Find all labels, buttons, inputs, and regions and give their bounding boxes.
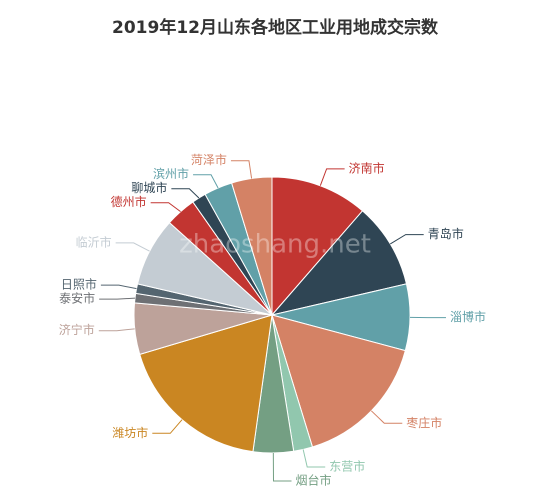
watermark: zhaoshang.net: [179, 230, 371, 260]
slice-label: 济南市: [349, 160, 385, 175]
slice-label: 德州市: [111, 194, 147, 209]
label-line: [193, 175, 218, 188]
slice-label: 泰安市: [59, 291, 95, 306]
label-line: [152, 420, 182, 434]
label-line: [371, 411, 402, 423]
label-line: [116, 243, 150, 251]
slice-label: 东营市: [329, 458, 365, 473]
label-line: [273, 453, 291, 481]
label-line: [151, 203, 181, 212]
label-line: [99, 329, 135, 331]
slice-label: 烟台市: [295, 472, 331, 487]
label-line: [99, 298, 135, 299]
label-line: [303, 449, 325, 467]
slice-label: 菏泽市: [191, 152, 227, 167]
slice-label: 枣庄市: [406, 415, 442, 430]
slice-label: 青岛市: [428, 226, 464, 241]
slice-label: 日照市: [61, 277, 97, 292]
slice-label: 临沂市: [76, 234, 112, 249]
label-line: [320, 169, 344, 186]
label-line: [231, 161, 252, 179]
chart-title: 2019年12月山东各地区工业用地成交宗数: [112, 17, 439, 38]
slice-label: 潍坊市: [112, 425, 148, 440]
slice-label: 聊城市: [131, 180, 167, 195]
slice-label: 淄博市: [450, 309, 486, 324]
slice-label: 济宁市: [59, 322, 95, 337]
label-line: [390, 235, 423, 244]
label-line: [101, 285, 137, 288]
slice-label: 滨州市: [153, 166, 189, 181]
label-line: [171, 189, 199, 198]
